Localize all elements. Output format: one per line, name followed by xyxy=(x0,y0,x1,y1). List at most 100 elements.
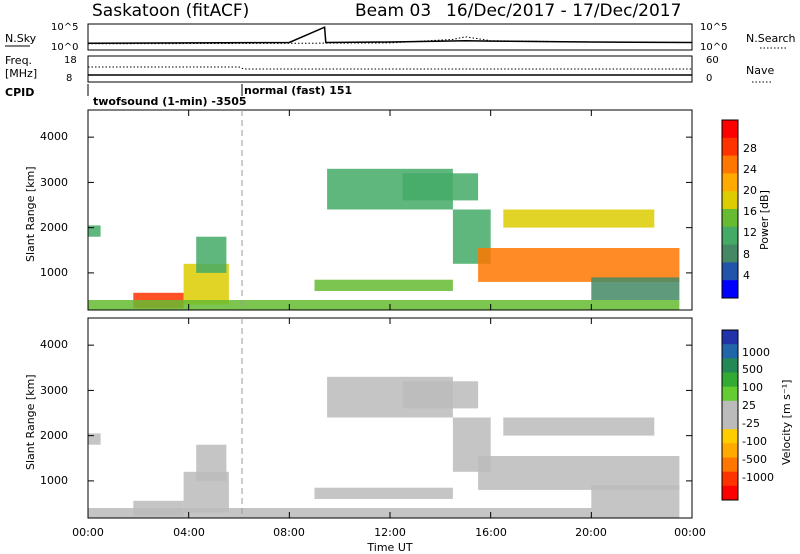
power-swatch-3 xyxy=(722,173,738,192)
power-ylabel: Slant Range [km] xyxy=(24,166,37,262)
xtick-0000: 00:00 xyxy=(72,526,104,539)
power-ytick-2000: 2000 xyxy=(40,221,68,234)
power-tick-28: 28 xyxy=(743,142,757,155)
cpid-mode-1: twofsound (1-min) -3505 xyxy=(93,95,247,108)
velocity-cell-5 xyxy=(314,487,453,499)
xtick-0400: 04:00 xyxy=(173,526,205,539)
velocity-tick-neg500: -500 xyxy=(742,453,767,466)
velocity-colorbar-frame xyxy=(721,329,739,501)
beam-label: Beam 03 xyxy=(355,1,431,21)
velocity-scale-label: Velocity [m s⁻¹] xyxy=(780,380,793,465)
nave-tick-high: 60 xyxy=(706,55,719,66)
power-swatch-1 xyxy=(722,137,738,156)
power-cell-7 xyxy=(402,173,479,201)
power-tick-marks xyxy=(87,110,693,310)
velocity-heatmap xyxy=(88,376,680,518)
power-swatch-5 xyxy=(722,209,738,228)
xtick-1200: 12:00 xyxy=(374,526,406,539)
velocity-cell-0 xyxy=(88,433,101,445)
nsky-strip-frame xyxy=(87,23,693,51)
nave-label: Nave xyxy=(746,64,774,77)
power-swatch-4 xyxy=(722,191,738,210)
velocity-tick-neg25: -25 xyxy=(742,417,760,430)
velocity-cell-3 xyxy=(196,444,227,481)
power-heatmap xyxy=(88,168,680,310)
velocity-swatch-11 xyxy=(722,485,738,501)
velocity-ytick-3000: 3000 xyxy=(40,384,68,397)
velocity-swatch-7 xyxy=(722,429,738,444)
velocity-tick-500: 500 xyxy=(742,363,763,376)
velocity-swatch-3 xyxy=(722,372,738,388)
power-swatch-8 xyxy=(722,262,738,281)
power-swatch-0 xyxy=(722,120,738,139)
nsky-tick-low: 10^0 xyxy=(51,42,78,53)
velocity-ytick-2000: 2000 xyxy=(40,429,68,442)
freq-tick-high: 18 xyxy=(64,55,77,66)
nsky-series xyxy=(87,26,693,45)
velocity-cell-4 xyxy=(88,508,680,518)
power-cell-5 xyxy=(314,279,453,291)
velocity-cell-10 xyxy=(503,417,655,436)
velocity-tick-100: 100 xyxy=(742,381,763,394)
power-swatch-2 xyxy=(722,155,738,174)
velocity-swatch-6 xyxy=(722,415,738,430)
velocity-swatch-9 xyxy=(722,457,738,473)
power-tick-8: 8 xyxy=(743,248,750,261)
velocity-cell-7 xyxy=(402,381,479,409)
velocity-tick-marks xyxy=(87,318,693,518)
freq-strip-frame xyxy=(87,55,693,83)
power-tick-4: 4 xyxy=(743,269,750,282)
xlabel: Time UT xyxy=(366,541,412,554)
velocity-colorbar xyxy=(722,330,738,501)
power-ytick-3000: 3000 xyxy=(40,176,68,189)
velocity-swatch-10 xyxy=(722,471,738,487)
xtick-2400: 00:00 xyxy=(674,526,706,539)
velocity-cell-9 xyxy=(478,456,680,490)
cpid-mode-2: normal (fast) 151 xyxy=(244,84,352,97)
nave-tick-low: 0 xyxy=(706,73,712,84)
nsearch-label: N.Search xyxy=(746,32,796,45)
power-cell-10 xyxy=(503,209,655,228)
nsearch-series xyxy=(87,36,693,45)
nsky-label: N.Sky xyxy=(5,32,37,45)
velocity-swatch-8 xyxy=(722,443,738,458)
power-swatch-6 xyxy=(722,226,738,245)
power-cell-4 xyxy=(88,300,680,310)
cpid-label: CPID xyxy=(5,86,34,99)
freq-tick-low: 8 xyxy=(66,73,72,84)
power-swatch-9 xyxy=(722,280,738,299)
power-ytick-4000: 4000 xyxy=(40,130,68,143)
velocity-tick-25: 25 xyxy=(742,399,756,412)
velocity-ytick-4000: 4000 xyxy=(40,338,68,351)
nsky-tick-high: 10^5 xyxy=(51,22,78,33)
nave-series xyxy=(88,66,692,70)
nsearch-tick-low: 10^0 xyxy=(700,42,727,53)
power-cell-11 xyxy=(591,277,680,300)
power-colorbar xyxy=(722,120,738,299)
xtick-0800: 08:00 xyxy=(273,526,305,539)
station-title: Saskatoon (fitACF) xyxy=(92,1,249,21)
power-tick-24: 24 xyxy=(743,163,757,176)
velocity-cell-11 xyxy=(591,485,680,508)
power-cell-0 xyxy=(88,225,101,237)
velocity-swatch-4 xyxy=(722,386,738,402)
power-scale-label: Power [dB] xyxy=(758,190,771,250)
velocity-tick-neg1000: -1000 xyxy=(742,471,774,484)
power-tick-20: 20 xyxy=(743,184,757,197)
power-swatch-7 xyxy=(722,244,738,263)
nsearch-tick-high: 10^5 xyxy=(700,22,727,33)
power-tick-12: 12 xyxy=(743,226,757,239)
velocity-swatch-0 xyxy=(722,330,738,345)
velocity-tick-neg100: -100 xyxy=(742,435,767,448)
xtick-2000: 20:00 xyxy=(575,526,607,539)
velocity-tick-1000: 1000 xyxy=(742,346,770,359)
power-cell-9 xyxy=(478,248,680,282)
date-range: 16/Dec/2017 - 17/Dec/2017 xyxy=(446,1,681,21)
velocity-swatch-1 xyxy=(722,344,738,359)
power-ytick-1000: 1000 xyxy=(40,266,68,279)
xtick-1600: 16:00 xyxy=(475,526,507,539)
velocity-swatch-5 xyxy=(722,400,738,416)
power-colorbar-frame xyxy=(721,119,739,299)
velocity-ylabel: Slant Range [km] xyxy=(24,374,37,470)
